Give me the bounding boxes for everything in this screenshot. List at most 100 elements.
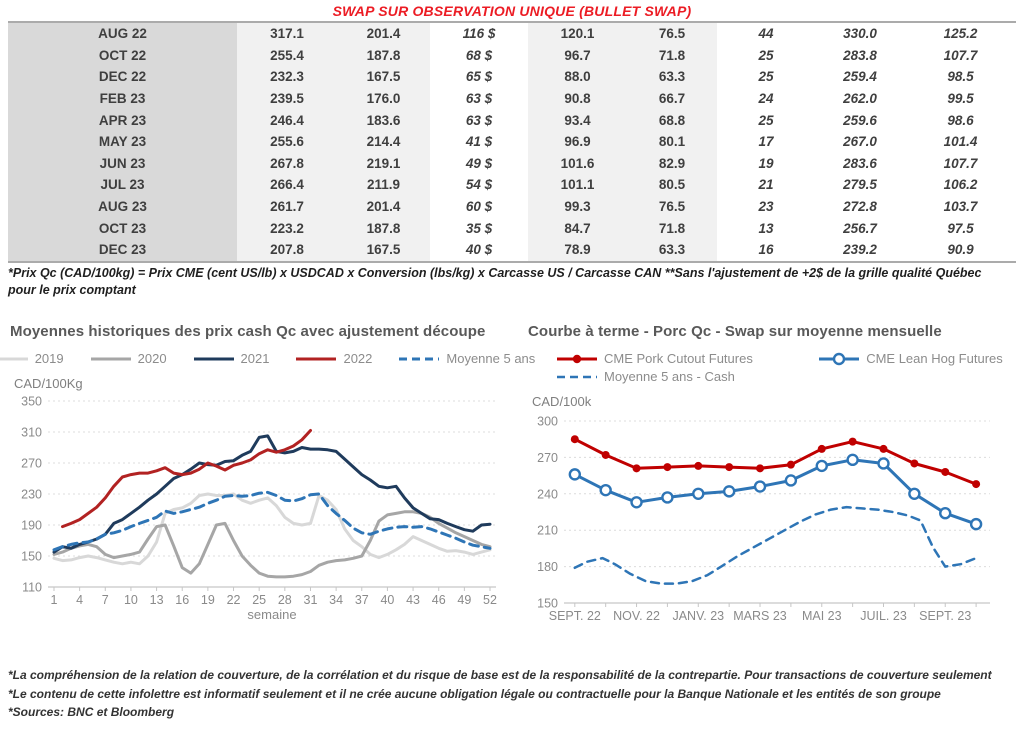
num-cell: 266.4 (237, 174, 337, 196)
num-cell: 201.4 (337, 23, 430, 45)
num-cell: 76.5 (627, 23, 717, 45)
legend-label: Moyenne 5 ans (446, 351, 536, 366)
x-axis: 1 4 7 10 13 16 19 22 25 28 31 34 37 40 43 46 49 52 semaine (48, 586, 497, 622)
svg-text:350: 350 (21, 395, 42, 409)
svg-text:13: 13 (150, 593, 164, 607)
left-chart-legend: 2019 2020 2021 2022 Moyenne 5 ans (0, 351, 535, 366)
blue-cell: 262.0 (843, 91, 877, 107)
swap-table-body: AUG 22 317.1 201.4 116 $120.1 76.5 44 330.0 125… (8, 23, 1016, 261)
num-cell: 201.4 (337, 195, 430, 218)
blue-cell: 97.5 (947, 220, 974, 236)
green-cell: 23 (758, 199, 774, 215)
dollar-cell: 65 $ (465, 69, 493, 85)
green-cell: 16 (758, 242, 774, 258)
blue-cell: 283.8 (843, 47, 877, 63)
num-cell: 187.8 (337, 44, 430, 67)
svg-text:SEPT. 23: SEPT. 23 (919, 609, 971, 623)
green-cell: 21 (758, 177, 774, 193)
footer-line-3: *Sources: BNC et Bloomberg (8, 705, 175, 720)
num-cell: 267.8 (237, 152, 337, 175)
num-cell: 317.1 (237, 23, 337, 45)
right-chart-legend: CME Pork Cutout Futures CME Lean Hog Futu… (528, 351, 1016, 384)
num-cell: 255.4 (237, 44, 337, 67)
svg-text:NOV. 22: NOV. 22 (613, 609, 660, 623)
num-cell: 93.4 (528, 109, 627, 131)
month-cell: OCT 23 (8, 217, 237, 239)
blue-cell: 239.2 (843, 242, 877, 258)
legend-item: Moyenne 5 ans (398, 351, 535, 366)
num-cell: 167.5 (337, 238, 430, 261)
table-row: JUL 23 266.4 211.9 54 $ 101.1 80.5 21 279.5 106.… (8, 174, 1016, 196)
dollar-cell: 40 $ (465, 242, 493, 258)
legend-item: CME Pork Cutout Futures (556, 351, 818, 366)
num-cell: 99.3 (528, 195, 627, 218)
svg-text:300: 300 (537, 415, 558, 429)
svg-text:22: 22 (227, 593, 241, 607)
table-row: JUN 23 267.8 219.1 49 $ 101.6 82.9 19 283.6 107.… (8, 152, 1016, 175)
svg-text:37: 37 (355, 593, 369, 607)
svg-text:49: 49 (457, 593, 471, 607)
legend-swatch-icon (193, 357, 234, 360)
svg-text:150: 150 (21, 550, 42, 564)
legend-swatch-icon (557, 354, 597, 363)
svg-text:210: 210 (537, 524, 558, 538)
blue-cell: 279.5 (843, 177, 877, 193)
green-cell: 25 (758, 69, 774, 85)
svg-text:270: 270 (21, 457, 42, 471)
svg-text:JANV. 23: JANV. 23 (672, 609, 724, 623)
series-cme-lean-hog-futures (568, 453, 983, 531)
legend-label: 2022 (343, 351, 373, 366)
svg-text:MARS 23: MARS 23 (733, 609, 787, 623)
month-cell: MAY 23 (8, 130, 237, 153)
table-row: OCT 23 223.2 187.8 35 $ 84.7 71.8 13 256.7 97.5 (8, 217, 1016, 239)
num-cell: 120.1 (528, 23, 627, 45)
svg-text:190: 190 (21, 519, 42, 533)
svg-text:150: 150 (537, 597, 558, 611)
num-cell: 101.6 (528, 152, 627, 175)
num-cell: 68.8 (627, 109, 717, 131)
num-cell: 71.8 (627, 217, 717, 239)
legend-swatch-icon (399, 357, 440, 360)
table-row: APR 23 246.4 183.6 63 $ 93.4 68.8 25 259.6 98.6 (8, 109, 1016, 131)
month-cell: APR 23 (8, 109, 237, 131)
legend-label: CME Pork Cutout Futures (604, 351, 753, 366)
legend-swatch-icon (296, 357, 337, 360)
num-cell: 76.5 (627, 195, 717, 218)
forward-curve-chart: Courbe à terme - Porc Qc - Swap sur moye… (528, 323, 1016, 633)
green-cell: 25 (758, 112, 774, 128)
month-cell: JUL 23 (8, 174, 237, 196)
series-cme-pork-cutout-futures (570, 435, 981, 489)
blue-cell: 259.4 (843, 69, 877, 85)
svg-text:SEPT. 22: SEPT. 22 (549, 609, 601, 623)
table-row: AUG 22 317.1 201.4 116 $ 120.1 76.5 44 330.0 125… (8, 23, 1016, 45)
series-2022 (61, 429, 312, 529)
blue-cell: 256.7 (843, 220, 877, 236)
num-cell: 66.7 (627, 87, 717, 110)
table-bottom-rule (8, 261, 1016, 263)
month-cell: DEC 23 (8, 238, 237, 261)
svg-text:31: 31 (304, 593, 318, 607)
month-cell: AUG 23 (8, 195, 237, 218)
month-cell: AUG 22 (8, 23, 237, 45)
num-cell: 63.3 (627, 238, 717, 261)
blue-cell: 98.6 (947, 112, 974, 128)
table-row: AUG 23 261.7 201.4 60 $ 99.3 76.5 23 272.8 103.7 (8, 195, 1016, 218)
left-chart-plot: 110 150 190 230 270 310 350 1 4 7 10 13 16 19 22 25 28 31… (21, 395, 497, 623)
svg-text:4: 4 (76, 593, 83, 607)
blue-cell: 90.9 (947, 242, 974, 258)
x-axis: SEPT. 22 NOV. 22 JANV. 23 MARS 23 MAI 23 JUIL… (549, 602, 990, 623)
green-cell: 13 (758, 220, 774, 236)
series-moyenne-5-ans-cash (573, 505, 978, 585)
footer-line-1: *La compréhension de la relation de couv… (8, 668, 992, 682)
page-title: SWAP SUR OBSERVATION UNIQUE (BULLET SWAP… (332, 3, 692, 19)
legend-item: CME Lean Hog Futures (818, 351, 1016, 366)
dollar-cell: 54 $ (465, 177, 493, 193)
month-cell: FEB 23 (8, 87, 237, 110)
table-row: FEB 23 239.5 176.0 63 $ 90.8 66.7 24 262.0 99.5 (8, 87, 1016, 110)
num-cell: 214.4 (337, 130, 430, 153)
svg-text:230: 230 (21, 488, 42, 502)
green-cell: 25 (758, 47, 774, 63)
svg-text:180: 180 (537, 560, 558, 574)
blue-cell: 106.2 (943, 177, 978, 193)
dollar-cell: 49 $ (465, 155, 493, 171)
